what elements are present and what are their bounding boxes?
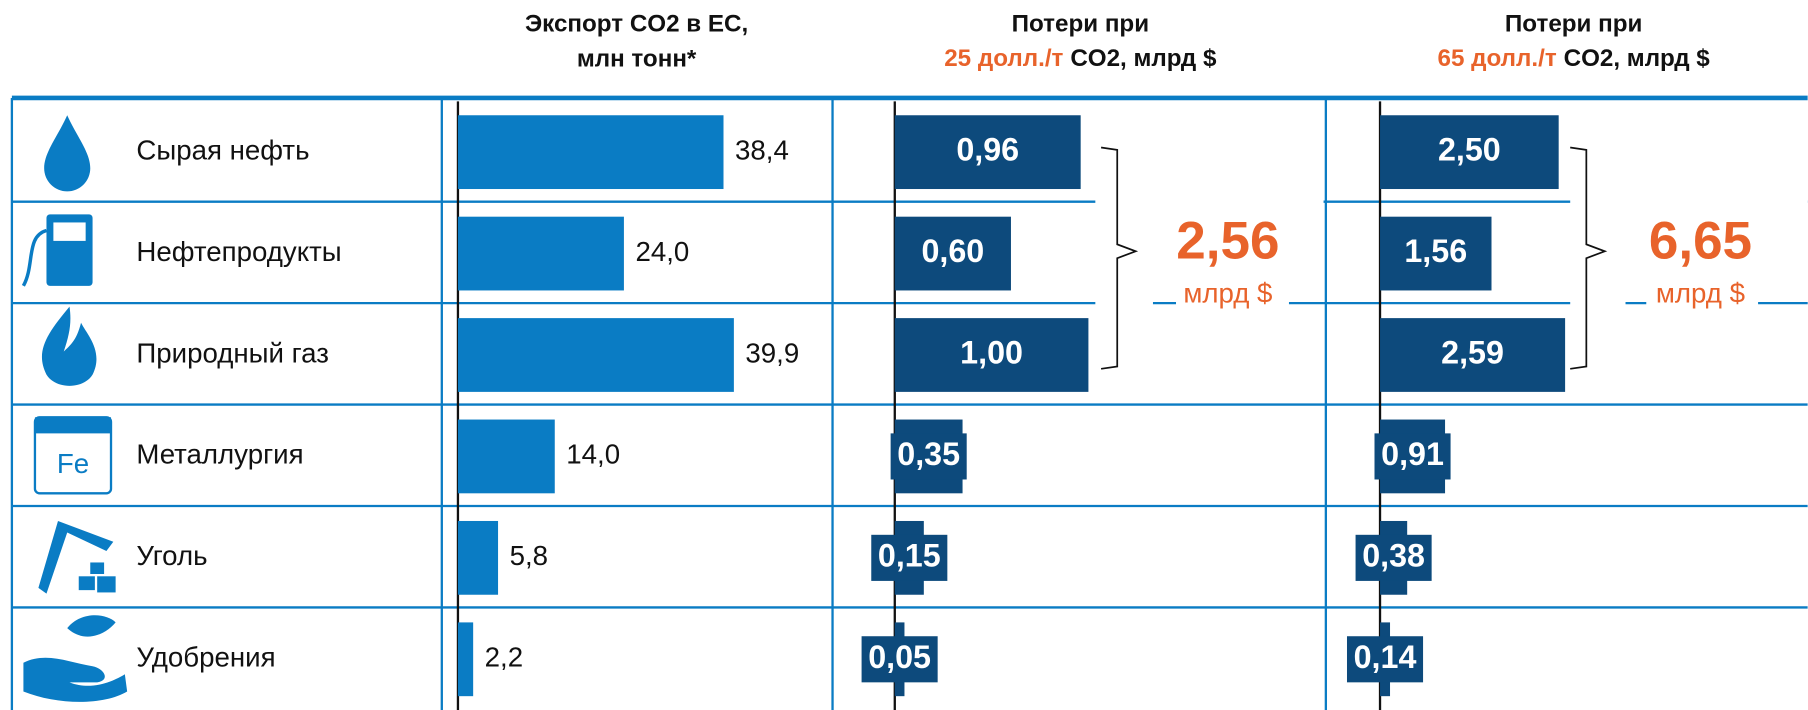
label-box — [871, 534, 948, 581]
bar — [457, 318, 734, 392]
value-label: 2,2 — [485, 642, 523, 673]
svg-text:Fe: Fe — [57, 448, 89, 479]
bar — [457, 419, 555, 494]
header-line: 25 долл./т CO2, млрд $ — [944, 45, 1217, 72]
row-label: Природный газ — [136, 337, 329, 368]
value-label: 39,9 — [745, 337, 799, 368]
total-value: 6,65 — [1649, 211, 1752, 270]
header-line: Потери при — [1505, 11, 1642, 38]
value-label: 1,56 — [1404, 233, 1467, 269]
header-line: 65 долл./т CO2, млрд $ — [1438, 45, 1711, 72]
value-label: 0,05 — [868, 639, 931, 675]
header-rest: CO2, млрд $ — [1564, 45, 1711, 72]
value-label: 5,8 — [510, 540, 548, 571]
row-label: Металлургия — [136, 439, 303, 470]
total-value: 2,56 — [1176, 211, 1279, 270]
header-highlight: 25 долл./т — [944, 45, 1063, 72]
icons: Fe — [21, 115, 128, 702]
bar — [457, 115, 724, 190]
bar — [894, 318, 1089, 392]
total-unit: млрд $ — [1656, 277, 1745, 308]
bar — [1380, 216, 1492, 291]
label-box — [1355, 534, 1432, 581]
bar — [894, 115, 1081, 190]
row-label: Нефтепродукты — [136, 236, 341, 267]
value-label: 0,14 — [1354, 639, 1417, 675]
value-label: 14,0 — [566, 439, 620, 470]
drop-icon — [44, 115, 91, 192]
header-highlight: 65 долл./т — [1438, 45, 1557, 72]
bar — [457, 520, 499, 595]
value-label: 0,15 — [878, 537, 941, 573]
label-box — [890, 433, 967, 480]
total-unit: млрд $ — [1183, 277, 1272, 308]
value-label: 0,38 — [1362, 537, 1425, 573]
label-box — [1346, 636, 1424, 683]
bracket — [1100, 146, 1139, 370]
bar — [1380, 318, 1566, 392]
coal-icon — [38, 520, 116, 594]
bar — [457, 622, 474, 697]
value-label: 2,59 — [1441, 335, 1504, 371]
flame-icon — [41, 306, 97, 386]
value-label: 38,4 — [735, 134, 789, 165]
fe-icon: Fe — [33, 416, 113, 495]
row-label: Уголь — [136, 540, 207, 571]
total-zone — [1570, 193, 1808, 309]
pump-icon — [21, 214, 93, 287]
value-label: 0,91 — [1381, 436, 1444, 472]
fertilizer-icon — [23, 615, 128, 702]
value-label: 0,96 — [956, 132, 1019, 168]
value-label: 2,50 — [1438, 132, 1501, 168]
label-box — [1374, 433, 1451, 480]
value-label: 0,35 — [897, 436, 960, 472]
bar — [894, 216, 1011, 291]
bracket — [1570, 146, 1608, 370]
header-rest: CO2, млрд $ — [1070, 45, 1217, 72]
label-box — [861, 636, 938, 683]
bar — [457, 216, 624, 291]
value-label: 1,00 — [960, 335, 1023, 371]
value-label: 24,0 — [635, 236, 689, 267]
header-line: Экспорт CO2 в ЕС, — [525, 11, 748, 38]
bar — [1380, 115, 1559, 190]
value-label: 0,60 — [921, 233, 984, 269]
row-label: Сырая нефть — [136, 134, 309, 165]
header-line: Потери при — [1012, 11, 1149, 38]
row-label: Удобрения — [136, 642, 275, 673]
header-line: млн тонн* — [577, 45, 697, 72]
